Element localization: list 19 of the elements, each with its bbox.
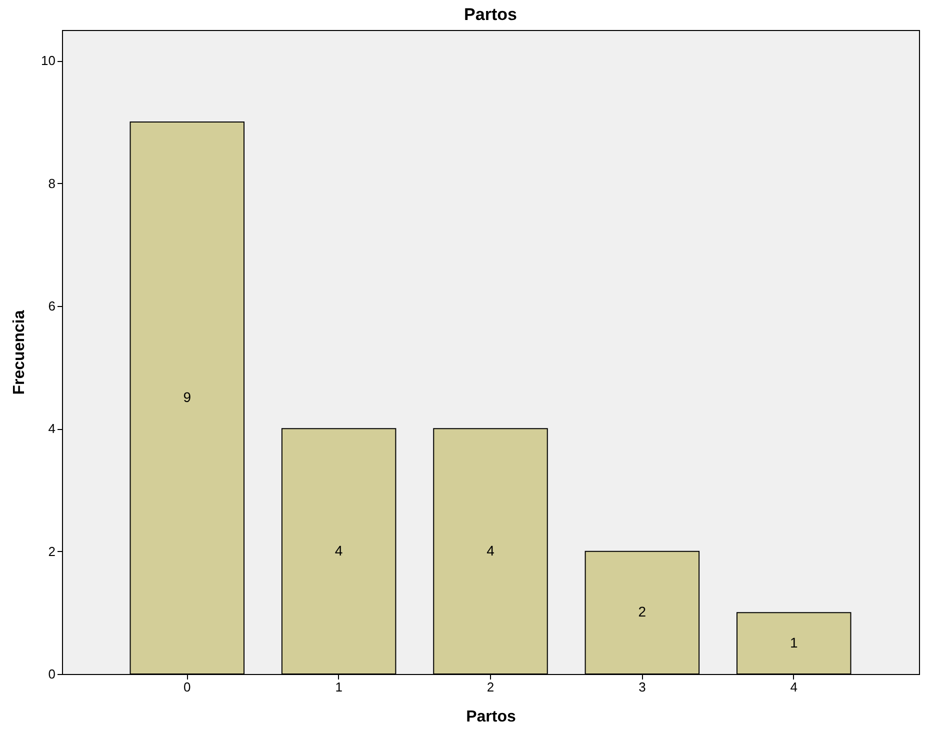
x-tick-label: 4 — [790, 680, 798, 694]
x-tick-label: 1 — [335, 680, 342, 694]
y-tick-label: 0 — [48, 666, 56, 682]
data-label: 2 — [638, 604, 646, 620]
data-label: 9 — [183, 389, 192, 405]
y-tick-label: 8 — [48, 176, 56, 191]
data-label: 4 — [486, 542, 495, 558]
data-label: 1 — [790, 634, 798, 650]
data-label: 4 — [334, 542, 343, 558]
x-tick-label: 0 — [184, 680, 191, 694]
y-tick-label: 6 — [48, 298, 56, 314]
y-tick-label: 4 — [48, 421, 56, 436]
x-tick-label: 2 — [486, 680, 494, 694]
x-tick-label: 3 — [638, 680, 646, 694]
y-axis-title: Frecuencia — [11, 310, 28, 395]
y-tick-label: 2 — [48, 544, 56, 559]
x-axis-title: Partos — [466, 708, 516, 726]
y-tick-label: 10 — [41, 53, 56, 68]
chart-title: Partos — [464, 5, 517, 24]
